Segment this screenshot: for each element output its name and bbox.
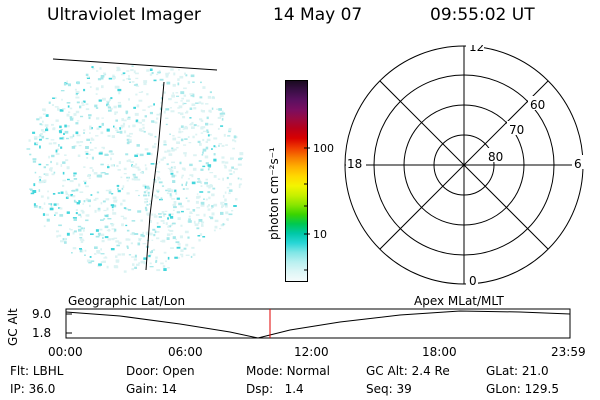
colorbar — [285, 80, 308, 282]
uv-emission-speckles — [26, 65, 244, 273]
info-gc-alt: GC Alt: 2.4 Re — [366, 364, 450, 378]
info-ip: IP: 36.0 — [10, 382, 56, 396]
timeline-left-label: Geographic Lat/Lon — [68, 294, 186, 308]
lat-label-80: 80 — [488, 150, 503, 164]
info-dsp: Dsp: 1.4 — [246, 382, 304, 396]
y-tick-1-8: 1.8 — [32, 326, 52, 340]
x-tick-1800: 18:00 — [422, 345, 457, 359]
colorbar-tick-10: 10 — [313, 228, 327, 241]
y-tick-9: 9.0 — [32, 307, 52, 321]
gc-alt-axis-title: GC Alt — [6, 308, 20, 346]
info-seq: Seq: 39 — [366, 382, 412, 396]
polar-diagonal-2 — [379, 80, 549, 250]
info-mode: Mode: Normal — [246, 364, 330, 378]
x-tick-2359: 23:59 — [551, 345, 586, 359]
info-gain: Gain: 14 — [126, 382, 177, 396]
info-door: Door: Open — [126, 364, 195, 378]
colorbar-tick-100: 100 — [313, 142, 334, 155]
instrument-title: Ultraviolet Imager — [47, 5, 201, 25]
x-tick-0600: 06:00 — [168, 345, 203, 359]
colorbar-unit-text: photon cm⁻²s⁻¹ — [267, 147, 281, 240]
x-tick-1200: 12:00 — [294, 345, 329, 359]
timeline-plot — [65, 308, 571, 339]
time-label: 09:55:02 UT — [430, 5, 535, 25]
info-glon: GLon: 129.5 — [486, 382, 559, 396]
mlt-label-0: 0 — [469, 274, 477, 288]
info-glat: GLat: 21.0 — [486, 364, 549, 378]
date-label: 14 May 07 — [273, 5, 363, 25]
timeline-frame — [65, 308, 571, 339]
timeline-right-label: Apex MLat/MLT — [414, 294, 504, 308]
colorbar-ticks: 100 10 — [304, 142, 334, 271]
timeline-axis-title-wrap: GC Alt — [6, 308, 20, 346]
mlt-label-12: 12 — [469, 45, 484, 54]
info-filter: Flt: LBHL — [10, 364, 64, 378]
polar-plot: 12 0 18 6 60 70 80 — [344, 45, 584, 288]
mlt-label-6: 6 — [574, 157, 582, 171]
geo-grid-line-meridian — [145, 81, 165, 271]
colorbar-unit-label: photon cm⁻²s⁻¹ — [267, 147, 281, 240]
lat-label-60: 60 — [530, 98, 545, 112]
gc-alt-curve — [65, 310, 571, 339]
mlt-label-18: 18 — [347, 157, 362, 171]
geo-grid-line-top — [52, 58, 218, 71]
x-tick-0000: 00:00 — [48, 345, 83, 359]
lat-label-70: 70 — [509, 123, 524, 137]
